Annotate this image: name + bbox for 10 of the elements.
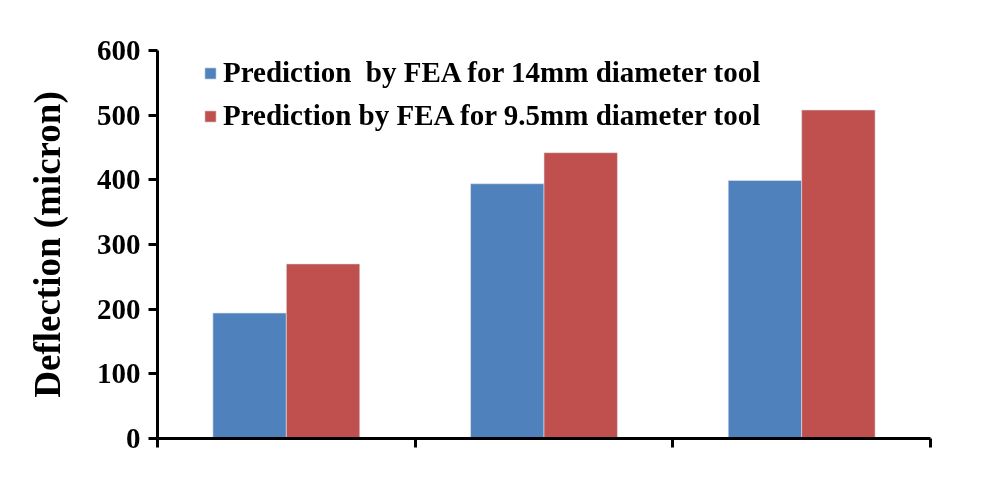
y-tick-label: 100 bbox=[97, 357, 141, 390]
y-tick-label: 600 bbox=[97, 34, 141, 66]
legend-label: Prediction by FEA for 14mm diameter tool bbox=[223, 56, 761, 89]
y-tick-label: 300 bbox=[97, 228, 141, 260]
y-tick-label: 0 bbox=[126, 422, 141, 454]
y-tick-label: 500 bbox=[97, 98, 141, 131]
y-tick-label: 400 bbox=[97, 163, 141, 196]
y-tick-label: 200 bbox=[97, 292, 141, 325]
y-axis-title: Deflection (micron) bbox=[27, 91, 69, 398]
legend-label: Prediction by FEA for 9.5mm diameter tool bbox=[223, 99, 761, 132]
